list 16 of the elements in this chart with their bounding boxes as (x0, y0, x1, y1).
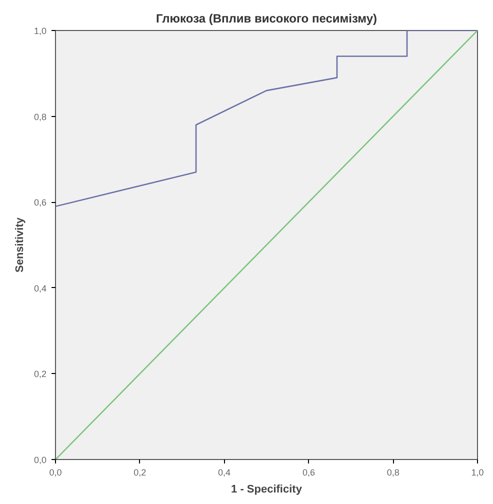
x-tick-label: 1,0 (471, 468, 484, 478)
y-tick-label: 0,6 (34, 198, 47, 208)
x-axis-title: 1 - Specificity (231, 484, 303, 496)
x-tick-label: 0,0 (49, 468, 62, 478)
y-tick-label: 0,8 (34, 112, 47, 122)
y-tick-label: 0,4 (34, 283, 47, 294)
line-series (56, 30, 478, 208)
y-tick-label: 0,0 (34, 455, 47, 465)
x-tick-label: 0,4 (218, 468, 231, 478)
x-tick-label: 0,8 (386, 468, 400, 478)
y-axis-title: Sensitivity (14, 216, 26, 273)
chart-title: Глюкоза (Вплив високого песимізму) (156, 12, 378, 26)
x-tick-label: 0,2 (134, 468, 146, 478)
y-tick-label: 1,0 (34, 26, 47, 36)
y-tick-label: 0,2 (34, 369, 47, 380)
x-tick-label: 0,6 (302, 468, 315, 478)
